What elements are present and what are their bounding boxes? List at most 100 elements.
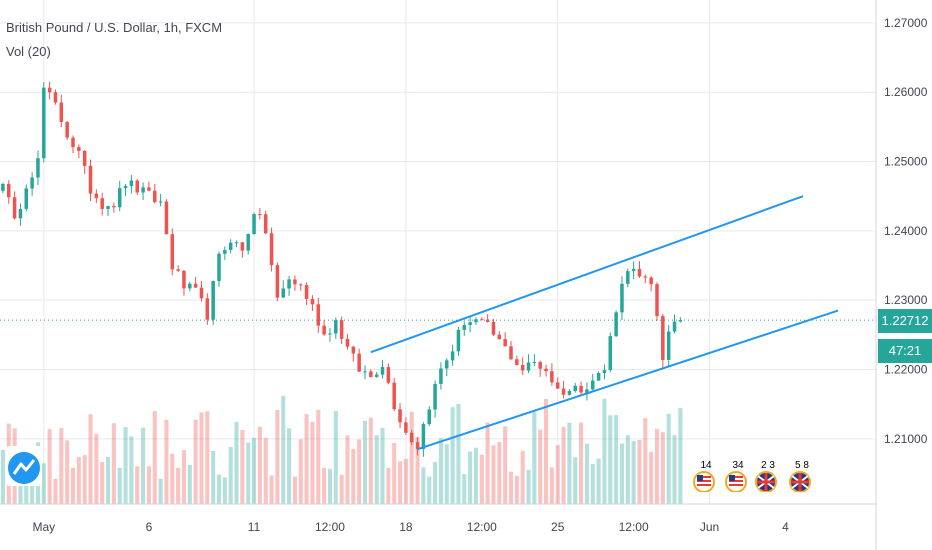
volume-bar (240, 430, 245, 504)
candle-body (94, 193, 99, 199)
candle-body (643, 276, 648, 278)
candle-body (240, 242, 245, 251)
volume-bar (549, 467, 554, 504)
candle-body (123, 185, 128, 189)
volume-bar (76, 456, 81, 504)
candle-body (188, 283, 192, 289)
logo-icon (8, 452, 40, 484)
event-marker[interactable]: 5 8 (786, 460, 818, 493)
tradingview-logo[interactable] (6, 446, 42, 486)
y-tick-label: 1.24000 (884, 224, 928, 238)
volume-bar (503, 426, 508, 504)
volume-bar (88, 414, 93, 504)
y-tick-label: 1.23000 (884, 293, 928, 307)
candles (1, 81, 683, 457)
candle-body (550, 371, 554, 383)
volume-bar (526, 469, 531, 504)
event-marker[interactable]: 2 3 (752, 460, 784, 493)
candle-body (193, 283, 198, 288)
candle-body (310, 298, 315, 305)
candle-body (141, 187, 145, 193)
event-count: 34 (732, 460, 744, 471)
candle-body (573, 385, 577, 391)
candle-body (591, 380, 595, 390)
volume-bar (105, 456, 111, 504)
volume-bar (199, 412, 204, 504)
us-flag-icon (693, 471, 715, 493)
candle-body (468, 322, 472, 326)
candle-body (526, 362, 531, 371)
candle-body (263, 214, 268, 234)
candle-body (637, 268, 642, 277)
event-count: 14 (700, 460, 712, 471)
candle-body (287, 279, 291, 289)
volume-indicator-label[interactable]: Vol (20) (6, 44, 51, 59)
candle-body (456, 329, 461, 352)
candle-body (252, 214, 256, 235)
candle-body (117, 188, 122, 208)
volume-bar (135, 466, 140, 504)
volume-bar (322, 467, 327, 504)
x-tick-label: 12:00 (315, 520, 345, 534)
event-marker[interactable]: 14 (690, 460, 722, 493)
candle-body (555, 382, 560, 389)
volume-bar (70, 467, 76, 504)
volume-bar (468, 451, 473, 504)
volume-bar (47, 429, 52, 504)
candle-body (480, 319, 484, 321)
candle-body (474, 319, 478, 323)
grid (0, 0, 876, 504)
candle-body (205, 298, 210, 320)
volume-bar (584, 443, 589, 504)
current-price-tag: 1.22712 (878, 309, 932, 333)
candle-body (71, 137, 75, 148)
volume-bar (608, 415, 613, 504)
candle-body (404, 422, 408, 433)
channel-lower-line (417, 309, 839, 451)
volume-bar (351, 449, 356, 504)
volume-bar (263, 437, 268, 504)
trend-channel[interactable] (370, 195, 839, 451)
candle-body (129, 180, 134, 186)
volume-bar (281, 395, 286, 504)
volume-bar (59, 428, 64, 504)
volume-bar (462, 474, 467, 504)
candle-body (65, 122, 69, 138)
volume-bar (327, 468, 333, 504)
volume-bar (456, 403, 461, 504)
volume-bar (187, 464, 192, 504)
candle-body (515, 359, 519, 365)
candle-body (462, 325, 467, 330)
volume-bar (555, 445, 560, 504)
volume-bar (339, 474, 344, 504)
volume-bar (333, 410, 338, 504)
candle-body (275, 265, 280, 298)
candle-body (100, 198, 104, 209)
volume-bar (497, 441, 502, 504)
volume-bar (275, 410, 280, 504)
volume-bar (654, 428, 660, 504)
volume-bar (403, 458, 408, 504)
volume-bar (111, 423, 116, 504)
candle-body (357, 353, 361, 372)
volume-bar (269, 475, 274, 504)
candle-body (491, 321, 496, 335)
volume-bar (538, 429, 543, 504)
volume-bar (41, 463, 46, 504)
volume-bar (228, 447, 233, 504)
volume-bar (362, 420, 368, 504)
x-tick-label: Jun (700, 520, 719, 534)
volume-bar (579, 422, 584, 504)
candle-body (363, 371, 367, 373)
uk-flag-icon (789, 471, 811, 493)
volume-bar (176, 467, 181, 504)
candle-body (345, 338, 350, 347)
volume-bar (433, 462, 438, 504)
candle-body (392, 382, 396, 410)
candle-body (24, 188, 29, 209)
candle-body (421, 424, 426, 450)
volume-bar (304, 414, 309, 504)
volume-bar (397, 461, 403, 504)
volume-bar (660, 432, 665, 504)
event-marker[interactable]: 34 (722, 460, 754, 493)
